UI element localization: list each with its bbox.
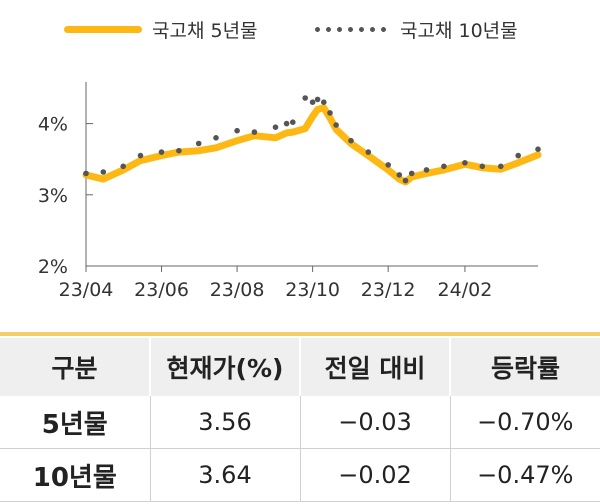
series-10y-point xyxy=(385,162,392,168)
series-10y-point xyxy=(234,127,240,134)
header-rate: 등락률 xyxy=(450,338,600,396)
series-10y-point xyxy=(302,95,309,101)
rate-value: −0.47% xyxy=(450,448,600,502)
series-10y-point xyxy=(176,147,182,154)
change-value: −0.02 xyxy=(300,448,451,502)
x-tick-label: 23/04 xyxy=(59,279,114,301)
series-10y-point xyxy=(423,167,430,173)
header-current: 현재가(%) xyxy=(150,338,301,396)
x-tick-label: 23/12 xyxy=(361,279,416,301)
series-10y-point xyxy=(309,99,316,105)
series-10y-point xyxy=(321,99,327,105)
series-5y xyxy=(82,104,542,186)
change-value: −0.03 xyxy=(300,396,451,449)
chart-legend: 국고채 5년물 국고채 10년물 xyxy=(0,0,600,60)
y-tick-label: 4% xyxy=(38,114,68,136)
x-tick-label: 24/02 xyxy=(438,279,493,301)
series-5y-line xyxy=(82,104,542,186)
yield-table-section: 구분 현재가(%) 전일 대비 등락률 5년물 3.56 −0.03 −0.70… xyxy=(0,332,600,504)
series-10y-point xyxy=(213,135,219,141)
series-10y-point xyxy=(290,119,296,125)
series-10y-point xyxy=(462,160,468,166)
header-category: 구분 xyxy=(0,338,151,396)
table-top-rule xyxy=(0,332,600,336)
series-10y-point xyxy=(314,96,321,103)
series-10y-point xyxy=(396,172,403,178)
chart-axes: 2% 3% 4% 23/04 23/06 23/08 23/10 23/12 24/02 xyxy=(38,82,538,301)
y-tick-label: 2% xyxy=(38,256,68,278)
x-tick-label: 23/10 xyxy=(285,279,340,301)
series-10y-point xyxy=(479,163,486,170)
y-tick-label: 3% xyxy=(38,185,68,207)
series-10y-point xyxy=(100,169,107,175)
series-10y-point xyxy=(515,152,521,159)
x-tick-label: 23/08 xyxy=(210,279,265,301)
series-10y-point xyxy=(402,177,409,184)
series-10y-point xyxy=(83,170,89,177)
legend-swatch-5y xyxy=(64,25,142,33)
series-10y-point xyxy=(365,149,372,155)
current-value: 3.64 xyxy=(150,448,301,502)
row-label: 5년물 xyxy=(0,396,151,449)
yield-table: 구분 현재가(%) 전일 대비 등락률 5년물 3.56 −0.03 −0.70… xyxy=(0,338,600,502)
table-header-row: 구분 현재가(%) 전일 대비 등락률 xyxy=(0,338,600,396)
table-row: 10년물 3.64 −0.02 −0.47% xyxy=(0,448,600,502)
current-value: 3.56 xyxy=(150,396,301,449)
series-10y-point xyxy=(120,163,126,170)
legend-label-5y: 국고채 5년물 xyxy=(152,19,258,42)
series-10y-point xyxy=(272,124,279,130)
table-row: 5년물 3.56 −0.03 −0.70% xyxy=(0,396,600,449)
series-10y-point xyxy=(535,146,541,152)
series-10y-point xyxy=(327,110,333,116)
series-10y-point xyxy=(283,120,290,127)
series-10y-point xyxy=(137,152,144,159)
series-10y xyxy=(83,95,541,184)
legend-item-10y: 국고채 10년물 xyxy=(312,14,518,44)
series-10y-point xyxy=(195,140,202,147)
row-label: 10년물 xyxy=(0,448,151,502)
rate-value: −0.70% xyxy=(450,396,600,449)
x-tick-label: 23/06 xyxy=(134,279,189,301)
legend-label-10y: 국고채 10년물 xyxy=(400,19,518,42)
legend-item-5y: 국고채 5년물 xyxy=(64,14,258,44)
series-10y-point xyxy=(333,122,339,128)
yield-line-chart: 2% 3% 4% 23/04 23/06 23/08 23/10 23/12 24/02 xyxy=(38,82,542,301)
series-10y-point xyxy=(251,129,258,135)
legend-swatch-10y xyxy=(312,25,390,33)
series-10y-point xyxy=(348,137,354,144)
header-change: 전일 대비 xyxy=(300,338,451,396)
series-10y-point xyxy=(441,163,447,170)
series-10y-point xyxy=(498,163,504,170)
series-10y-point xyxy=(408,170,415,177)
series-10y-point xyxy=(158,149,165,155)
